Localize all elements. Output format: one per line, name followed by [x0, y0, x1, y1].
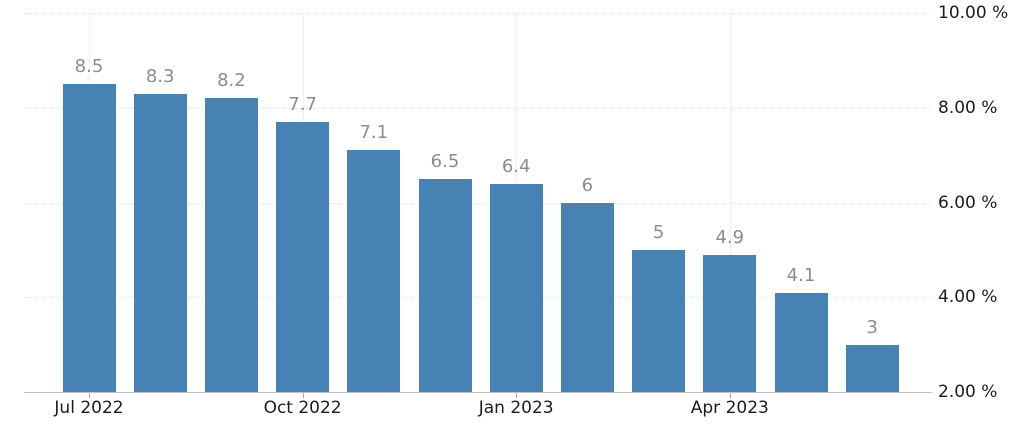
horizontal-gridline: [24, 202, 932, 204]
bar-value-label: 7.1: [359, 122, 389, 144]
x-axis-tick: [302, 393, 304, 398]
bar[interactable]: [774, 292, 828, 392]
x-axis-label: Oct 2022: [263, 398, 342, 418]
bar-value-label: 7.7: [288, 93, 317, 115]
bar-value-label: 6: [581, 174, 594, 196]
horizontal-gridline: [24, 107, 932, 109]
bar-value-label: 6.5: [430, 150, 460, 172]
bar[interactable]: [276, 121, 330, 392]
x-axis-label: Apr 2023: [690, 398, 769, 418]
y-axis-label: 2.00 %: [938, 382, 998, 402]
bar[interactable]: [560, 202, 614, 392]
x-axis-tick: [516, 393, 518, 398]
bar-value-label: 8.3: [145, 65, 175, 87]
x-axis-label: Jul 2022: [54, 398, 124, 418]
bar-value-label: 4.1: [786, 264, 816, 286]
horizontal-gridline: [24, 297, 932, 299]
bar[interactable]: [489, 183, 543, 392]
y-axis-label: 10.00 %: [938, 3, 1009, 23]
bar-value-label: 4.9: [715, 226, 745, 248]
bar-value-label: 3: [866, 316, 878, 338]
bar[interactable]: [204, 98, 258, 392]
x-axis-line: [24, 392, 932, 393]
bar[interactable]: [347, 150, 401, 392]
bar-value-label: 8.5: [74, 56, 104, 78]
bar-value-label: 8.2: [217, 70, 246, 92]
bar[interactable]: [62, 84, 116, 392]
bar[interactable]: [133, 93, 187, 392]
bar[interactable]: [632, 249, 686, 392]
y-axis-label: 8.00 %: [938, 97, 998, 118]
y-axis-label: 4.00 %: [938, 287, 998, 308]
bar-value-label: 6.4: [501, 155, 531, 177]
x-axis-tick: [89, 393, 90, 398]
vertical-gridline: [729, 13, 731, 392]
y-axis-label: 6.00 %: [938, 192, 998, 213]
x-axis-label: Jan 2023: [478, 398, 554, 418]
horizontal-gridline: [24, 13, 932, 14]
bar[interactable]: [703, 254, 757, 392]
x-axis-tick: [729, 393, 731, 398]
bar[interactable]: [845, 344, 899, 392]
bar[interactable]: [418, 178, 472, 392]
bar-value-label: 5: [652, 221, 665, 243]
